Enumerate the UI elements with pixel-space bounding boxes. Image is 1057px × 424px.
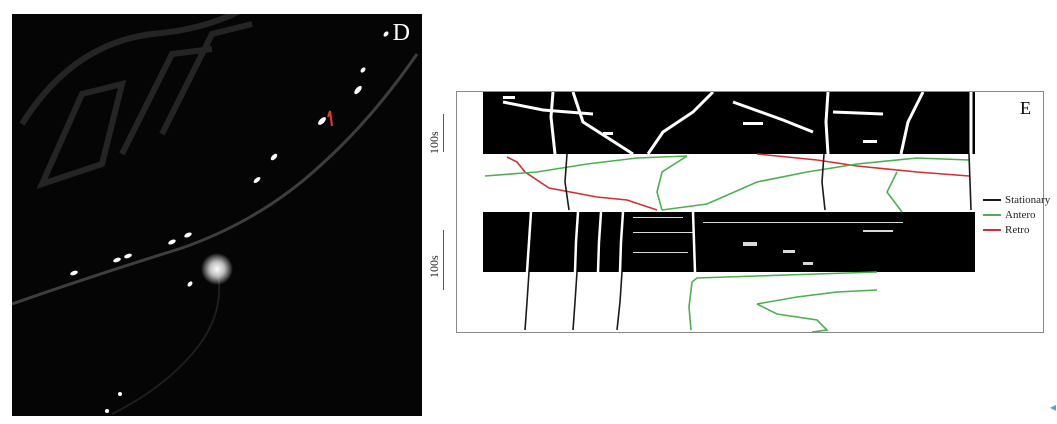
legend-label-antero: Antero: [1005, 208, 1036, 221]
cell-body: [201, 253, 233, 285]
legend-swatch-antero: [983, 213, 1001, 216]
trace-overlay: [484, 153, 972, 333]
micrograph-panel-d: D: [12, 14, 422, 416]
scale-bar-top: [443, 114, 444, 152]
legend-swatch-retro: [983, 228, 1001, 231]
kymograph-bottom: [483, 212, 975, 272]
puncta-group: [70, 31, 389, 413]
legend-label-retro: Retro: [1005, 223, 1030, 236]
legend-label-stationary: Stationary: [1005, 193, 1051, 206]
kymograph-top: [483, 92, 975, 154]
corner-arrow-icon: ◂: [1050, 400, 1057, 414]
micrograph-image: [12, 14, 419, 415]
panel-letter-e: E: [1020, 98, 1031, 118]
scale-bar-bottom: [443, 230, 444, 290]
red-marker: [327, 110, 333, 127]
scale-label-bottom: 100s: [427, 255, 441, 278]
panel-letter-d: D: [392, 20, 410, 46]
legend-item-antero: Antero: [983, 207, 1050, 222]
legend: Stationary Antero Retro: [983, 192, 1050, 237]
axon-line: [12, 53, 419, 306]
axon-branch: [111, 268, 221, 415]
kymograph-panel-e: 100s 100s Stationary Antero Retro E: [427, 91, 1050, 333]
scale-label-top: 100s: [427, 131, 441, 154]
legend-item-stationary: Stationary: [983, 192, 1050, 207]
watermark-outline: [19, 14, 253, 189]
legend-item-retro: Retro: [983, 222, 1050, 237]
legend-swatch-stationary: [983, 198, 1001, 201]
